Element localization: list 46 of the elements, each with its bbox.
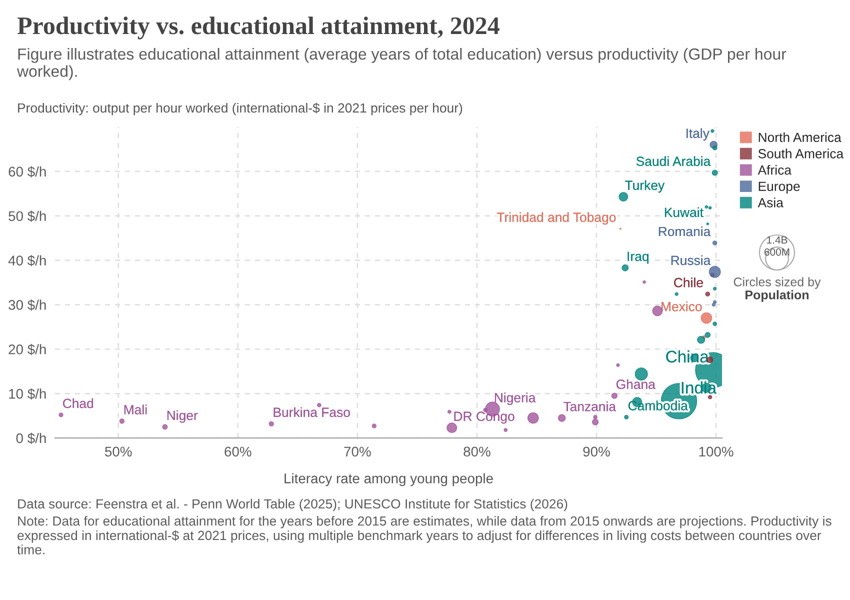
data-label: Nigeria <box>494 392 536 405</box>
text: Note: Data for educational attainment for the years before 2015 are estimates, while data from 2015 onwards are projections. Productivity is expressed in international-$ at 2021 prices, using multiple benchmark years to adjust for differences in living costs between countries over time. <box>17 516 832 554</box>
data-label: Trinidad and Tobago <box>496 212 616 225</box>
data-label: Kuwait <box>664 207 704 218</box>
data-label: Mexico <box>662 302 702 312</box>
x-tick-label: 100% <box>699 446 734 457</box>
legend-label: Europe <box>758 182 800 194</box>
y-tick-label: 50 $/h <box>8 210 46 222</box>
source-note: Data source: Feenstra et al. - Penn World Table (2025); UNESCO Institute for Statistics (2026) <box>18 498 568 512</box>
legend-label: South America <box>758 148 844 158</box>
legend-label: 600M <box>764 248 790 256</box>
y-axis-title: Productivity: output per hour worked (international-$ in 2021 prices per hour) <box>18 102 462 116</box>
text: Population <box>746 290 809 302</box>
y-tick-label: 0 $/h <box>16 432 46 444</box>
text: Circles sized by <box>734 277 821 289</box>
y-tick-label: 20 $/h <box>8 344 46 356</box>
data-label: Chile <box>674 278 703 288</box>
data-label: Romania <box>658 226 711 236</box>
legend-label: 1.4B <box>767 236 788 244</box>
x-tick-label: 80% <box>464 446 490 457</box>
chart-subtitle: Figure illustrates educational attainment (average years of total education) versus productivity (GDP per hour worked). <box>16 48 786 80</box>
data-label: Ghana <box>616 379 656 390</box>
chart-title: Productivity vs. educational attainment, 2024 <box>17 16 500 40</box>
legend-label: Africa <box>758 165 792 175</box>
data-label: Turkey <box>625 180 665 193</box>
data-label: Saudi Arabia <box>636 156 711 166</box>
x-tick-label: 50% <box>105 446 132 457</box>
x-tick-label: 60% <box>224 446 252 457</box>
x-tick-label: 70% <box>344 446 371 457</box>
legend-label: North America <box>758 132 842 142</box>
data-label: Niger <box>167 410 198 423</box>
data-label: Russia <box>671 255 711 266</box>
y-tick-label: 40 $/h <box>8 255 46 266</box>
data-label: Tanzania <box>564 402 616 412</box>
data-label: DR Congo <box>454 412 514 424</box>
x-axis-title: Literacy rate among young people <box>284 473 493 486</box>
x-tick-label: 90% <box>583 446 610 457</box>
y-tick-label: 30 $/h <box>8 299 46 311</box>
data-label: Mali <box>124 404 147 414</box>
y-tick-label: 10 $/h <box>9 388 46 400</box>
data-label: Iraq <box>628 252 648 264</box>
data-label: Italy <box>686 128 710 141</box>
data-label: Chad <box>63 398 94 408</box>
data-label: Burkina Faso <box>274 407 350 418</box>
y-tick-label: 60 $/h <box>8 166 46 178</box>
legend-label: Asia <box>758 198 784 208</box>
